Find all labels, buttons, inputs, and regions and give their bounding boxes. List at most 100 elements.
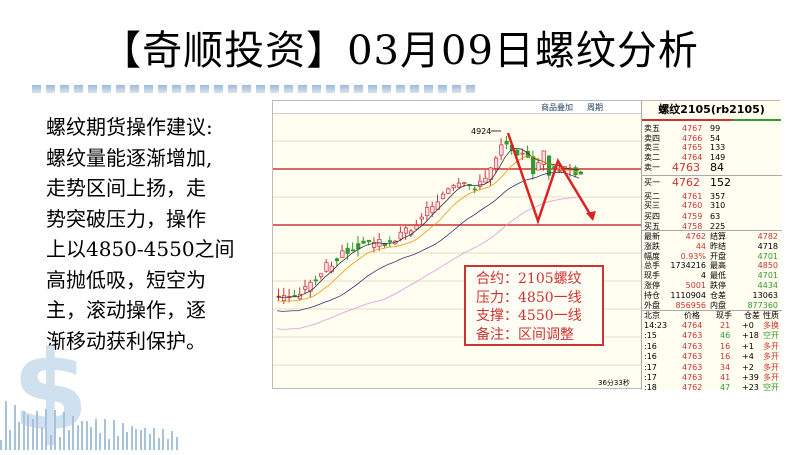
bid-row: 买四 4759 63 <box>644 212 780 222</box>
decor-bar <box>31 418 34 450</box>
decor-bar <box>103 418 106 450</box>
decor-bar <box>162 428 164 450</box>
stat-label: 外盘 <box>644 300 660 310</box>
decor-bar <box>0 440 2 450</box>
decor-bar <box>4 401 7 450</box>
volume: 149 <box>710 153 726 162</box>
tick-volume: 16 <box>720 341 731 351</box>
note-support: 支撑：4550一线 <box>476 308 582 324</box>
stat-value: 4850 <box>757 261 778 271</box>
title-divider <box>32 85 507 93</box>
candle-body <box>356 243 361 250</box>
price: 4764 <box>682 153 703 162</box>
decor-bar <box>49 435 52 450</box>
tick-header: 北京 价格 现手 仓差 性质 <box>644 311 780 321</box>
tick-oi-change: +18 <box>742 331 759 341</box>
advice-line: 渐移动获利保护。 <box>46 328 206 353</box>
tick-nature: 多开 <box>763 362 779 372</box>
divider-dot <box>256 85 265 93</box>
divider-dot <box>410 85 419 93</box>
stat-value: 856956 <box>675 300 706 310</box>
column-header: 北京 <box>644 311 660 320</box>
stat-value: 877360 <box>747 300 778 310</box>
stat-row: 总手 1734216 最高 4850 <box>644 261 780 271</box>
price: 4761 <box>682 192 703 201</box>
volume: 99 <box>710 124 721 133</box>
decor-bar <box>148 434 151 450</box>
tick-oi-change: +4 <box>742 352 754 362</box>
decor-bar <box>13 405 16 450</box>
column-header: 现手 <box>716 311 732 320</box>
tick-volume: 34 <box>720 362 731 372</box>
decor-bar <box>85 420 88 450</box>
decor-bar <box>18 421 20 450</box>
volume: 225 <box>710 222 726 231</box>
stat-label: 现手 <box>644 271 660 281</box>
divider-dot <box>172 85 181 93</box>
decor-bar <box>54 409 56 450</box>
divider-dot <box>200 85 209 93</box>
divider-dot <box>424 85 433 93</box>
stat-row: 持仓 1110904 仓差 13063 <box>644 291 780 301</box>
stat-label: 跌停 <box>710 281 726 290</box>
candle-body <box>557 170 562 172</box>
level-label: 买四 <box>644 212 660 221</box>
decor-bar <box>121 422 124 450</box>
volume: 310 <box>710 201 726 210</box>
ma10-line <box>276 155 580 302</box>
candle-body <box>308 281 313 292</box>
candle-body <box>324 262 329 272</box>
divider-dot <box>130 85 139 93</box>
tick-nature: 多换 <box>763 321 779 330</box>
stat-row: 涨跌 44 昨结 4718 <box>644 242 780 252</box>
decor-bar <box>171 430 173 450</box>
candle-body <box>536 162 541 171</box>
decor-bar <box>40 427 43 450</box>
stat-label: 总手 <box>644 261 660 271</box>
tick-nature: 多开 <box>763 352 779 362</box>
decor-bar <box>22 411 25 450</box>
tick-nature: 空开 <box>763 383 779 393</box>
tick-nature: 多开 <box>763 373 779 382</box>
quote-title: 螺纹2105(rb2105) <box>642 101 781 121</box>
decor-bar <box>117 435 119 450</box>
overlay-button[interactable]: 商品叠加 <box>541 103 573 112</box>
candle-body <box>462 182 467 185</box>
candle-body <box>440 193 446 200</box>
divider-dot <box>396 85 405 93</box>
candle-body <box>531 156 536 175</box>
candle-body <box>430 206 435 214</box>
bid-row: 买三 4760 310 <box>644 201 780 211</box>
stat-value: 44 <box>695 241 706 251</box>
ask-row: 卖五 4767 99 <box>644 124 780 134</box>
decor-bar <box>63 412 65 450</box>
candle-body <box>578 171 583 175</box>
note-contract: 合约：2105螺纹 <box>476 271 582 287</box>
tick-row: :16 4763 16 +1 多开 <box>644 342 780 352</box>
price: 4759 <box>682 212 703 221</box>
stat-label: 涨停 <box>644 281 660 290</box>
level-label: 买一 <box>644 178 660 187</box>
decor-bar <box>130 426 133 450</box>
candle-body <box>520 152 525 155</box>
price: 4760 <box>682 201 703 210</box>
tick-oi-change: +1 <box>742 341 754 351</box>
stat-row: 幅度 0.93% 开盘 4701 <box>644 252 780 262</box>
stat-value: 0.93% <box>680 251 706 261</box>
note-resistance: 压力：4850一线 <box>476 289 582 306</box>
decor-bar <box>9 430 11 450</box>
stat-label: 开盘 <box>710 251 726 261</box>
divider-dot <box>32 85 41 93</box>
candle-body <box>366 239 371 243</box>
divider-dot <box>298 85 307 93</box>
stat-value: 4 <box>700 271 706 281</box>
period-button[interactable]: 周期 <box>587 103 603 112</box>
advice-line: 螺纹量能逐渐增加, <box>46 145 213 170</box>
stat-value: 1734216 <box>670 261 706 271</box>
divider-dot <box>368 85 377 93</box>
divider-dot <box>60 85 69 93</box>
candlestick-chart: 商品叠加 周期 4924 合约：2105螺纹 压力：4850一线 支撑：4550… <box>273 101 641 390</box>
decor-bar <box>76 424 79 450</box>
decor-bar <box>99 433 101 450</box>
tick-row: :16 4763 16 +4 多开 <box>644 352 780 362</box>
